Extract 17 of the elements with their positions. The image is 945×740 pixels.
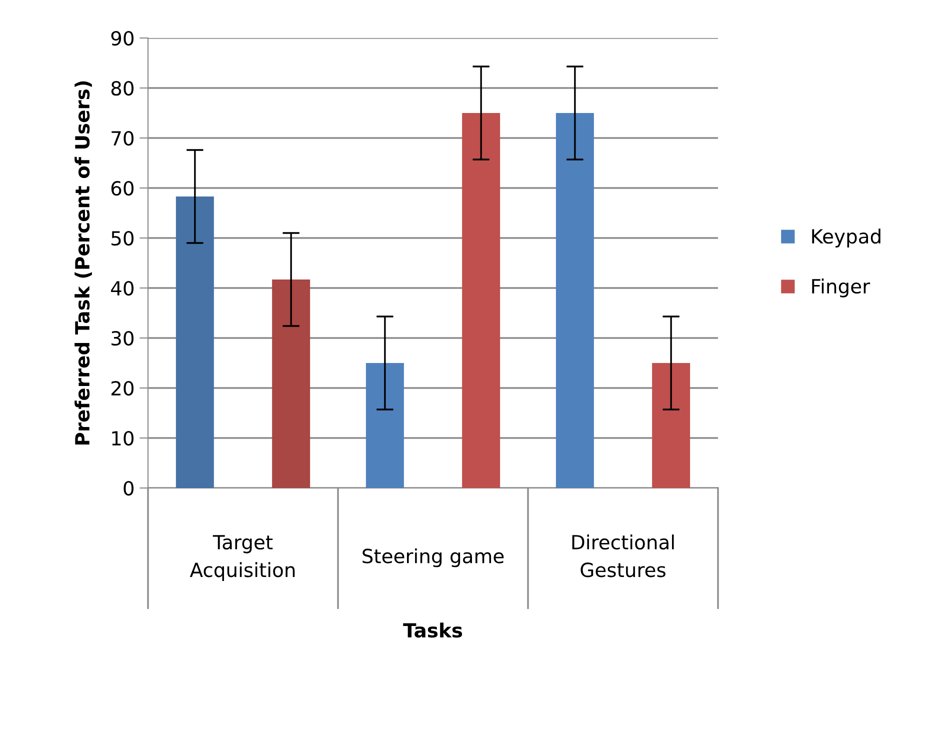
x-axis-title: Tasks xyxy=(403,622,462,638)
y-tick-label: 30 xyxy=(112,330,134,346)
y-tick-label: 90 xyxy=(111,30,134,46)
y-tick-label: 80 xyxy=(111,80,134,96)
y-tick-label: 20 xyxy=(111,380,134,396)
legend-label: Keypad xyxy=(812,228,880,248)
y-tick-label: 60 xyxy=(111,180,134,196)
y-axis-title: Preferred Task (Percent of Users) xyxy=(74,81,92,445)
y-tick-label: 40 xyxy=(111,280,134,296)
x-tick-label: Target Acquisition xyxy=(190,535,295,581)
y-tick-label: 10 xyxy=(112,430,134,446)
x-tick-label: Steering game xyxy=(362,548,504,568)
y-tick-label: 70 xyxy=(112,130,134,146)
y-tick-label: 50 xyxy=(112,230,134,246)
y-tick-label: 0 xyxy=(124,480,134,496)
legend-label: Finger xyxy=(812,278,870,298)
x-tick-label: Directional Gestures xyxy=(572,534,674,578)
